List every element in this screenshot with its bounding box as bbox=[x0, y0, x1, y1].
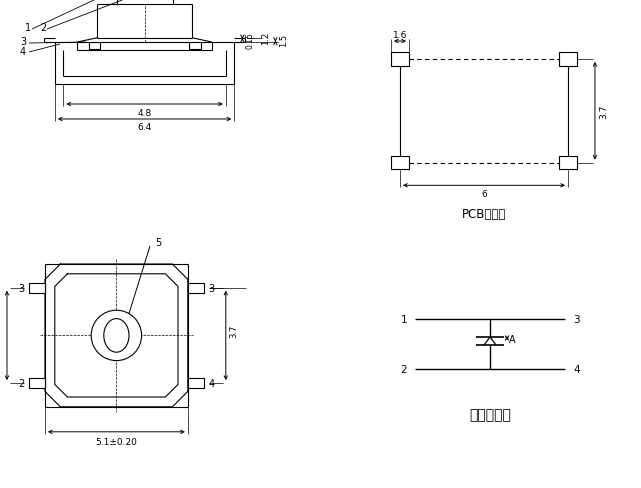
Text: 4.8: 4.8 bbox=[137, 108, 152, 117]
Text: 1.2: 1.2 bbox=[261, 32, 270, 45]
Text: 3: 3 bbox=[209, 283, 215, 293]
Bar bbox=[559, 53, 577, 66]
Text: 电气接线图: 电气接线图 bbox=[469, 407, 511, 421]
Circle shape bbox=[91, 310, 142, 361]
Text: 4: 4 bbox=[573, 364, 579, 374]
Bar bbox=[391, 157, 409, 170]
Text: 3: 3 bbox=[573, 314, 579, 325]
Text: 1: 1 bbox=[25, 23, 31, 33]
Bar bbox=[29, 378, 45, 388]
Bar bbox=[29, 283, 45, 293]
Text: 6: 6 bbox=[481, 189, 487, 199]
Text: 1.5: 1.5 bbox=[279, 34, 288, 47]
Text: 1: 1 bbox=[401, 314, 407, 325]
Text: 3: 3 bbox=[20, 37, 26, 47]
Text: 4: 4 bbox=[20, 47, 26, 57]
Text: 3: 3 bbox=[18, 283, 24, 293]
Text: 2: 2 bbox=[40, 23, 46, 33]
Text: 3.7: 3.7 bbox=[229, 324, 238, 337]
Text: 2: 2 bbox=[401, 364, 407, 374]
Text: 6.4: 6.4 bbox=[137, 123, 152, 132]
Text: 3.7: 3.7 bbox=[599, 104, 608, 119]
Bar bbox=[188, 283, 204, 293]
Text: 2: 2 bbox=[18, 378, 24, 388]
Bar bbox=[391, 53, 409, 66]
Text: A: A bbox=[509, 334, 515, 345]
Bar bbox=[559, 157, 577, 170]
Text: PCB尺寸图: PCB尺寸图 bbox=[462, 207, 506, 221]
Text: 0.15: 0.15 bbox=[246, 32, 255, 49]
Bar bbox=[188, 378, 204, 388]
Ellipse shape bbox=[104, 319, 129, 352]
Text: 4: 4 bbox=[209, 378, 215, 388]
Text: 5.1±0.20: 5.1±0.20 bbox=[96, 437, 137, 447]
Text: 1.6: 1.6 bbox=[393, 30, 407, 40]
Text: 5: 5 bbox=[155, 238, 162, 247]
